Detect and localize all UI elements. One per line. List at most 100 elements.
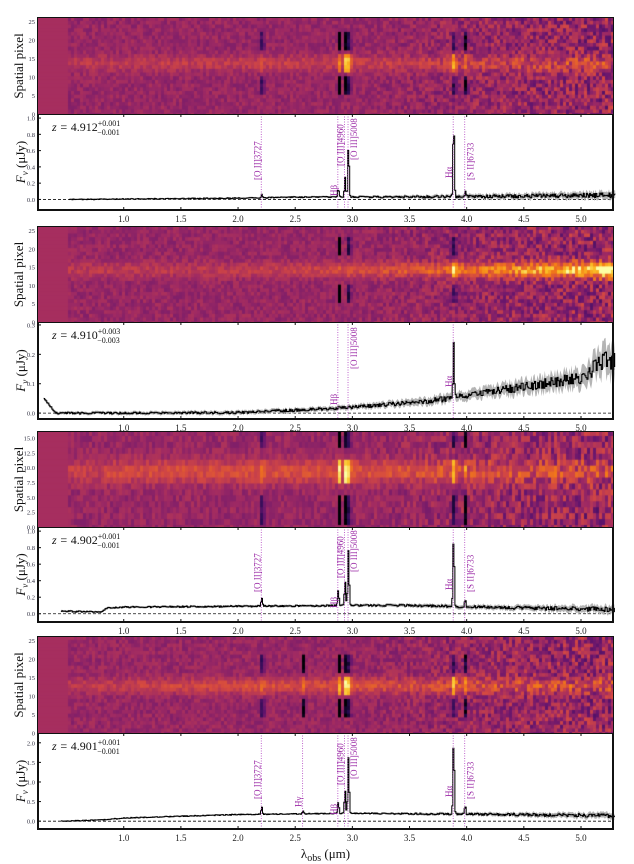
xtick-label: 3.5 xyxy=(404,626,416,636)
image-ylabel: Spatial pixel xyxy=(11,241,26,307)
spectrum-panel-2: [O II]3727 Hβ [O III]4960 [O III]5008 Hα [S I… xyxy=(13,526,615,636)
xtick-label: 3.0 xyxy=(347,214,359,224)
xtick-label: 1.5 xyxy=(175,833,187,843)
image-ytick-label: 2.5 xyxy=(27,510,35,517)
spectrum-panel-3: [O II]3727 Hγ Hβ [O III]4960 [O III]5008 Hα [S… xyxy=(13,732,615,843)
xtick-label: 2.5 xyxy=(290,423,302,433)
image-ytick-label: 5 xyxy=(32,301,35,308)
image-ytick-label: 5 xyxy=(32,712,35,719)
image-ytick-label: 12.5 xyxy=(24,450,35,457)
xtick-label: 4.0 xyxy=(461,423,473,433)
ytick-label: 0.1 xyxy=(27,381,35,388)
image-ytick-label: 7.5 xyxy=(27,480,35,487)
spectrum-line xyxy=(60,747,615,822)
ytick-label: 0.6 xyxy=(27,148,36,155)
image-ytick-label: 20 xyxy=(29,246,36,253)
image-ylabel: Spatial pixel xyxy=(11,652,26,718)
line-label: Hγ xyxy=(294,797,304,807)
ytick-label: 1.5 xyxy=(27,760,35,767)
xtick-label: 2.5 xyxy=(290,833,302,843)
redshift-prefix: z = xyxy=(51,533,71,547)
ytick-label: 0.8 xyxy=(27,545,35,552)
xlabel-symbol: λ xyxy=(301,846,308,861)
line-label: Hα xyxy=(444,786,454,797)
redshift-prefix: z = xyxy=(51,739,71,753)
xtick-label: 1.0 xyxy=(118,423,130,433)
x-axis-label: λobs (μm) xyxy=(301,846,350,864)
line-label: [O III]4960 xyxy=(336,124,346,166)
xtick-label: 4.5 xyxy=(518,626,530,636)
redshift-error-plus: +0.001 xyxy=(98,532,121,541)
redshift-value: 4.912 xyxy=(71,120,98,134)
redshift-label: z = 4.912+0.001 −0.001 xyxy=(51,119,120,137)
redshift-value: 4.910 xyxy=(71,328,98,342)
redshift-error-plus: +0.001 xyxy=(98,738,121,747)
ytick-label: 0.3 xyxy=(27,322,35,329)
image-ytick-label: 10 xyxy=(29,694,36,701)
spectrum-ylabel: Fν (μJy) xyxy=(13,349,30,392)
xtick-label: 5.0 xyxy=(575,423,587,433)
line-label: [O III]5008 xyxy=(349,118,359,160)
xtick-label: 2.0 xyxy=(232,214,244,224)
xlabel-sub: obs xyxy=(307,853,321,864)
line-label: [O II]3727 xyxy=(252,553,262,592)
line-label: [O II]3727 xyxy=(252,760,262,799)
ytick-label: 1.0 xyxy=(27,116,35,123)
image-ytick-label: 15 xyxy=(29,56,36,63)
line-label: Hα xyxy=(444,579,454,590)
xtick-label: 4.5 xyxy=(518,214,530,224)
line-label: [O III]4960 xyxy=(336,536,346,578)
xtick-label: 5.0 xyxy=(575,833,587,843)
line-label: Hα xyxy=(444,376,454,387)
image-ytick-label: 25 xyxy=(29,19,36,26)
xtick-label: 3.5 xyxy=(404,214,416,224)
ytick-label: 0.2 xyxy=(27,595,35,602)
spectrum-ylabel: Fν (μJy) xyxy=(13,760,30,803)
image-ytick-label: 25 xyxy=(29,228,36,235)
line-label: Hβ xyxy=(329,597,339,608)
redshift-error-minus: −0.003 xyxy=(97,336,120,345)
ylabel-sub: ν xyxy=(20,790,30,794)
spectrum-ylabel: Fν (μJy) xyxy=(13,141,30,184)
line-label: [S II]6733 xyxy=(466,142,476,180)
ytick-label: 0.0 xyxy=(27,611,35,618)
xtick-label: 4.0 xyxy=(461,833,473,843)
xtick-label: 1.0 xyxy=(118,214,130,224)
ytick-label: 1.0 xyxy=(27,779,35,786)
ylabel-symbol: F xyxy=(13,793,28,803)
xtick-label: 2.5 xyxy=(290,214,302,224)
line-label: Hβ xyxy=(329,804,339,815)
xtick-label: 3.5 xyxy=(404,423,416,433)
spectrum-frame xyxy=(37,732,614,830)
spectrum-frame xyxy=(37,321,614,420)
xtick-label: 4.0 xyxy=(461,214,473,224)
ylabel-symbol: F xyxy=(13,383,28,393)
spectrum-ylabel: Fν (μJy) xyxy=(13,553,30,596)
2d-spectrum-image xyxy=(38,432,613,527)
line-label: [O II]3727 xyxy=(252,141,262,180)
xtick-label: 2.0 xyxy=(232,423,244,433)
ylabel-symbol: F xyxy=(13,587,28,597)
ylabel-symbol: F xyxy=(13,174,28,184)
spectrum-panel-1: Hβ [O III]5008 Hα 0.0 0.1 0.2 0.3 1.0 1.5 2.0 2.5 3… xyxy=(13,321,616,433)
spectrum-line xyxy=(60,543,615,613)
image-ytick-label: 15 xyxy=(29,265,36,272)
line-label: [O III]4960 xyxy=(336,743,346,785)
xtick-label: 2.0 xyxy=(232,626,244,636)
xtick-label: 1.5 xyxy=(175,423,187,433)
image-ytick-label: 5.0 xyxy=(27,495,35,502)
image-ytick-label: 20 xyxy=(29,38,36,45)
spectrum-frame xyxy=(37,113,614,211)
ytick-label: 2.0 xyxy=(27,740,35,747)
ytick-label: 0.2 xyxy=(27,352,35,359)
image-ylabel: Spatial pixel xyxy=(11,33,26,99)
image-ytick-label: 15 xyxy=(29,675,36,682)
2d-spectrum-image xyxy=(38,227,613,322)
image-ytick-label: 5 xyxy=(32,93,35,100)
image-ytick-label: 10 xyxy=(29,75,36,82)
line-label: [O III]5008 xyxy=(349,737,359,779)
xtick-label: 5.0 xyxy=(575,626,587,636)
ytick-label: 0.4 xyxy=(27,578,36,585)
xtick-label: 1.5 xyxy=(175,214,187,224)
